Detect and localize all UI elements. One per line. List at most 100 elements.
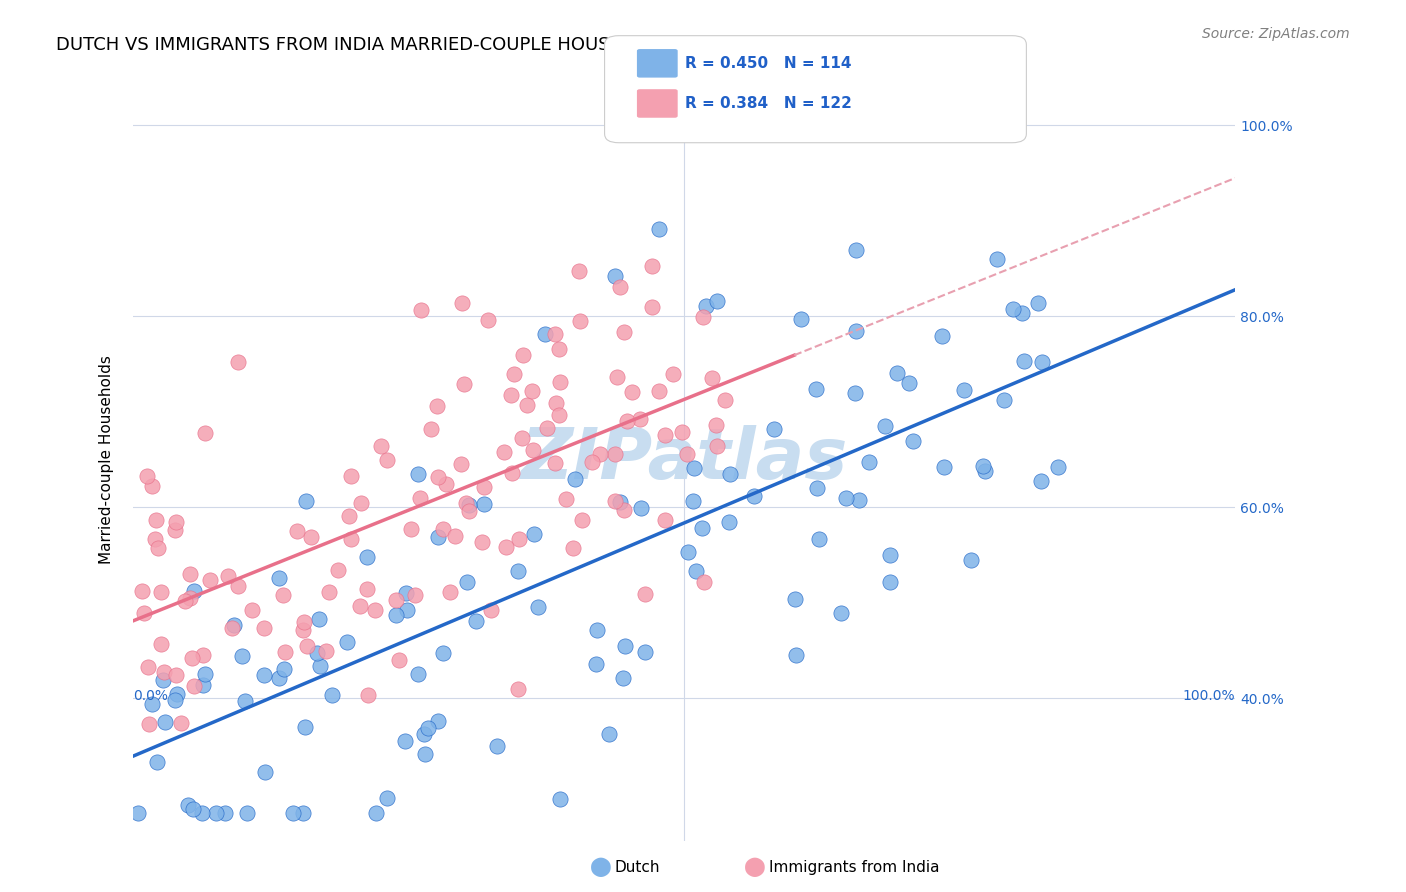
dutch_scatter [292,805,315,820]
india_scatter [613,325,636,339]
dutch_scatter [886,366,908,380]
india_scatter [499,388,522,402]
Text: 0.0%: 0.0% [134,689,169,703]
india_scatter [370,438,392,452]
india_scatter [439,585,461,599]
india_scatter [568,264,591,278]
india_scatter [193,648,215,662]
india_scatter [377,452,399,467]
Text: ZIPatlas: ZIPatlas [520,425,848,494]
dutch_scatter [835,491,858,506]
dutch_scatter [394,734,416,748]
india_scatter [605,447,627,461]
dutch_scatter [165,692,187,706]
dutch_scatter [205,805,228,820]
dutch_scatter [550,792,572,806]
india_scatter [548,375,571,389]
india_scatter [165,668,187,682]
dutch_scatter [986,252,1008,267]
india_scatter [143,532,166,546]
dutch_scatter [146,755,169,769]
india_scatter [291,623,314,637]
india_scatter [451,296,474,310]
india_scatter [388,653,411,667]
india_scatter [285,524,308,538]
india_scatter [454,496,477,510]
dutch_scatter [194,666,217,681]
dutch_scatter [231,649,253,664]
dutch_scatter [269,671,291,685]
india_scatter [671,425,693,439]
dutch_scatter [953,383,976,397]
dutch_scatter [785,592,807,607]
dutch_scatter [413,747,436,761]
dutch_scatter [934,460,956,475]
india_scatter [363,602,385,616]
dutch_scatter [214,805,236,820]
Text: ⬤: ⬤ [744,857,766,877]
dutch_scatter [534,327,557,342]
dutch_scatter [993,392,1015,407]
india_scatter [179,566,201,581]
dutch_scatter [152,673,174,687]
dutch_scatter [426,531,449,545]
india_scatter [544,396,567,410]
india_scatter [647,384,669,398]
india_scatter [134,606,156,620]
dutch_scatter [1002,302,1025,317]
dutch_scatter [1026,295,1049,310]
india_scatter [340,532,363,546]
india_scatter [173,594,195,608]
dutch_scatter [191,805,214,820]
india_scatter [409,302,432,317]
india_scatter [138,716,160,731]
india_scatter [385,593,408,607]
Y-axis label: Married-couple Households: Married-couple Households [100,355,114,564]
india_scatter [420,422,443,436]
dutch_scatter [960,553,983,567]
dutch_scatter [166,687,188,701]
india_scatter [640,300,662,314]
dutch_scatter [127,805,149,820]
dutch_scatter [790,311,813,326]
india_scatter [654,514,676,528]
india_scatter [181,651,204,665]
dutch_scatter [408,467,430,481]
india_scatter [131,583,153,598]
india_scatter [432,523,454,537]
Text: Immigrants from India: Immigrants from India [769,860,939,874]
dutch_scatter [612,671,634,685]
dutch_scatter [155,714,177,729]
india_scatter [165,515,187,529]
india_scatter [704,418,727,433]
dutch_scatter [898,376,921,391]
india_scatter [536,421,558,435]
india_scatter [426,399,449,413]
dutch_scatter [830,606,852,620]
dutch_scatter [224,617,246,632]
dutch_scatter [763,422,786,436]
dutch_scatter [176,798,198,813]
dutch_scatter [844,385,866,400]
dutch_scatter [191,678,214,692]
india_scatter [169,715,191,730]
dutch_scatter [879,548,901,562]
dutch_scatter [309,659,332,673]
dutch_scatter [603,268,626,283]
dutch_scatter [873,419,896,434]
dutch_scatter [1011,306,1033,320]
dutch_scatter [648,222,671,236]
india_scatter [357,688,380,702]
dutch_scatter [1031,354,1053,368]
india_scatter [544,457,567,471]
dutch_scatter [1031,475,1053,489]
india_scatter [349,599,371,614]
india_scatter [522,443,544,458]
dutch_scatter [706,293,728,308]
india_scatter [315,644,337,658]
dutch_scatter [336,635,359,649]
dutch_scatter [848,492,870,507]
india_scatter [547,408,569,422]
india_scatter [581,455,603,469]
dutch_scatter [845,243,868,257]
